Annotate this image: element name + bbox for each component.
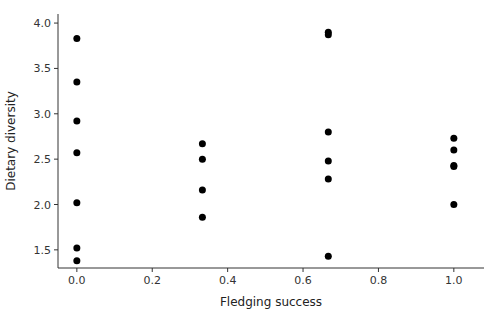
y-tick bbox=[54, 23, 58, 24]
x-tick-label: 1.0 bbox=[445, 274, 463, 287]
y-tick bbox=[54, 204, 58, 205]
point bbox=[199, 186, 206, 193]
point bbox=[73, 257, 80, 264]
y-axis-label: Dietary diversity bbox=[4, 91, 18, 191]
point bbox=[73, 245, 80, 252]
x-tick-label: 0.0 bbox=[68, 274, 86, 287]
background bbox=[0, 0, 500, 314]
x-tick bbox=[378, 268, 379, 272]
x-tick-label: 0.8 bbox=[370, 274, 388, 287]
y-tick-label: 3.0 bbox=[34, 108, 52, 121]
y-tick-label: 4.0 bbox=[34, 17, 52, 30]
point bbox=[325, 253, 332, 260]
y-tick-label: 1.5 bbox=[34, 244, 52, 257]
point bbox=[73, 79, 80, 86]
point bbox=[450, 162, 457, 169]
chart: 0.0 0.2 0.4 0.6 0.8 1.0 1.5 2.0 2.5 3.0 3.5 4.0 Fled… bbox=[0, 0, 500, 314]
axes: 0.0 0.2 0.4 0.6 0.8 1.0 1.5 2.0 2.5 3.0 3.5 4.0 bbox=[34, 14, 485, 287]
x-tick bbox=[76, 268, 77, 272]
point bbox=[325, 31, 332, 38]
y-axis-line bbox=[58, 14, 59, 268]
point bbox=[199, 156, 206, 163]
point bbox=[450, 201, 457, 208]
x-axis-line bbox=[58, 268, 484, 269]
point bbox=[325, 157, 332, 164]
x-tick bbox=[453, 268, 454, 272]
x-tick-label: 0.6 bbox=[294, 274, 312, 287]
y-tick-label: 2.0 bbox=[34, 199, 52, 212]
point bbox=[325, 176, 332, 183]
point bbox=[73, 149, 80, 156]
point bbox=[325, 128, 332, 135]
point bbox=[73, 118, 80, 125]
point bbox=[73, 199, 80, 206]
point bbox=[199, 140, 206, 147]
y-tick-label: 3.5 bbox=[34, 62, 52, 75]
x-tick bbox=[303, 268, 304, 272]
y-tick bbox=[54, 249, 58, 250]
x-tick-label: 0.2 bbox=[143, 274, 161, 287]
x-tick-label: 0.4 bbox=[219, 274, 237, 287]
y-tick bbox=[54, 159, 58, 160]
point bbox=[450, 163, 457, 170]
y-tick bbox=[54, 113, 58, 114]
x-tick bbox=[152, 268, 153, 272]
points bbox=[73, 29, 457, 265]
point bbox=[73, 35, 80, 42]
y-tick-label: 2.5 bbox=[34, 153, 52, 166]
y-tick bbox=[54, 68, 58, 69]
point bbox=[450, 135, 457, 142]
x-axis-label: Fledging success bbox=[220, 295, 322, 309]
point bbox=[199, 214, 206, 221]
point bbox=[450, 147, 457, 154]
x-tick bbox=[227, 268, 228, 272]
